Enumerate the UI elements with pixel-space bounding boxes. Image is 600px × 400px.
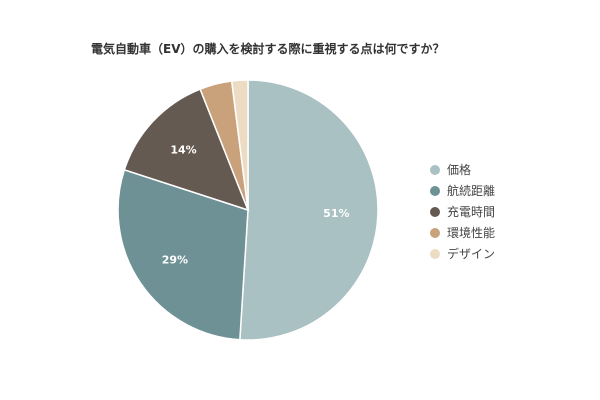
legend-swatch-icon xyxy=(430,185,440,196)
legend-label: 環境性能 xyxy=(447,226,496,240)
legend-item-4: 環境性能 xyxy=(430,222,495,243)
pie-slice-3 xyxy=(123,88,250,212)
pie-slice-1 xyxy=(239,79,379,341)
legend-item-3: 充電時間 xyxy=(430,201,495,222)
legend-item-2: 航続距離 xyxy=(430,180,495,201)
pie-data-labels: 51% 29% 14% xyxy=(162,143,350,266)
chart-title: 電気自動車（EV）の購入を検討する際に重視する点は何ですか？ xyxy=(91,42,445,56)
data-label-2: 29% xyxy=(162,254,188,267)
legend: 価格航続距離充電時間環境性能デザイン xyxy=(430,159,495,264)
legend-item-1: 価格 xyxy=(430,159,495,180)
data-label-1: 51% xyxy=(323,207,349,220)
legend-swatch-icon xyxy=(430,206,440,217)
data-label-3: 14% xyxy=(170,143,196,156)
legend-label: 航続距離 xyxy=(447,184,496,198)
legend-label: デザイン xyxy=(447,247,496,261)
legend-item-5: デザイン xyxy=(430,243,495,264)
pie-slices xyxy=(117,79,379,341)
pie-slice-2 xyxy=(117,168,249,341)
legend-swatch-icon xyxy=(430,248,440,259)
legend-label: 充電時間 xyxy=(447,205,496,219)
legend-swatch-icon xyxy=(430,164,440,175)
legend-swatch-icon xyxy=(430,227,440,238)
pie-slice-5 xyxy=(230,79,249,211)
legend-label: 価格 xyxy=(447,163,472,177)
